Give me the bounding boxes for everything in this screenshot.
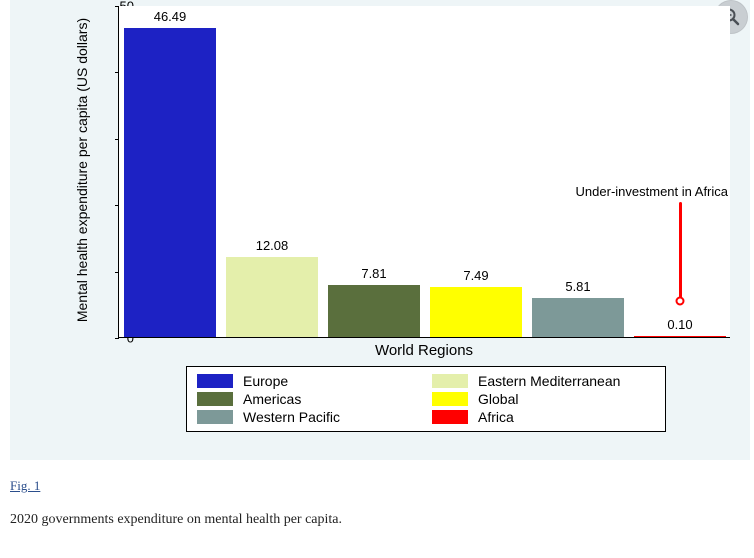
legend-swatch: [197, 374, 233, 388]
legend-swatch: [432, 392, 468, 406]
annotation-text: Under-investment in Africa: [576, 184, 728, 199]
annotation-marker: [676, 297, 685, 306]
legend-swatch: [197, 392, 233, 406]
legend-swatch: [432, 374, 468, 388]
annotation-line: [679, 202, 682, 302]
bar-eastern-mediterranean: [226, 257, 318, 337]
legend-item: Eastern Mediterranean: [432, 373, 655, 389]
legend-label: Global: [478, 391, 518, 407]
legend-item: Global: [432, 391, 655, 407]
legend-label: Europe: [243, 373, 288, 389]
figure-link[interactable]: Fig. 1: [10, 478, 754, 494]
bar-western-pacific: [532, 298, 624, 337]
legend-label: Americas: [243, 391, 301, 407]
bar-africa: [634, 336, 726, 337]
legend-item: Europe: [197, 373, 420, 389]
bar-value-label: 12.08: [256, 238, 289, 253]
figure-caption: 2020 governments expenditure on mental h…: [10, 512, 754, 528]
bar-value-label: 7.81: [361, 266, 386, 281]
bar-europe: [124, 28, 216, 337]
plot-area: 46.49 12.08 7.81 7.49 5.81 0.10 Under-investme…: [118, 6, 730, 338]
bar-value-label: 7.49: [463, 268, 488, 283]
legend-item: Africa: [432, 409, 655, 425]
bar-global: [430, 287, 522, 337]
bar-value-label: 0.10: [667, 317, 692, 332]
legend-item: Western Pacific: [197, 409, 420, 425]
legend-swatch: [197, 410, 233, 424]
legend-label: Western Pacific: [243, 409, 340, 425]
bar-value-label: 5.81: [565, 279, 590, 294]
y-axis-label: Mental health expenditure per capita (US…: [74, 18, 90, 322]
legend-label: Eastern Mediterranean: [478, 373, 620, 389]
bar-value-label: 46.49: [154, 9, 187, 24]
figure-wrapper: Mental health expenditure per capita (US…: [0, 0, 754, 528]
chart-container: Mental health expenditure per capita (US…: [10, 0, 750, 460]
legend-swatch: [432, 410, 468, 424]
legend: Europe Eastern Mediterranean Americas Globa…: [186, 366, 666, 432]
x-axis-label: World Regions: [118, 342, 730, 359]
bar-americas: [328, 285, 420, 337]
legend-label: Africa: [478, 409, 514, 425]
legend-item: Americas: [197, 391, 420, 407]
